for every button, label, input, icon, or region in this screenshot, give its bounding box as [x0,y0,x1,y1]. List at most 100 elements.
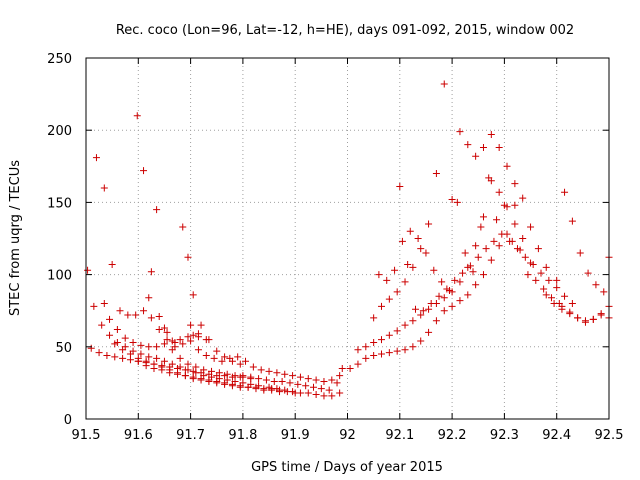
data-point [448,196,456,204]
data-point [474,253,482,261]
data-point [184,333,192,341]
series-sat-f [92,154,202,348]
data-point [477,223,485,231]
data-point [453,198,461,206]
data-point [542,263,550,271]
x-tick-label: 91.8 [228,428,257,443]
data-point [482,245,490,253]
data-point [498,230,506,238]
data-point [448,302,456,310]
data-point [184,253,192,261]
data-point [354,346,362,354]
data-point [174,370,182,378]
data-point [547,294,555,302]
data-point [255,375,263,383]
data-point [430,266,438,274]
data-point [132,311,140,319]
data-point [160,324,168,332]
data-point [411,305,419,313]
data-point [218,357,226,365]
data-point [187,337,195,345]
data-point [296,373,304,381]
series-sat-p [396,183,576,315]
series-sat-j [239,364,346,394]
data-point [435,292,443,300]
data-point [281,370,289,378]
data-point [534,245,542,253]
data-point [417,337,425,345]
data-point [328,392,336,400]
data-point [377,302,385,310]
data-point [205,377,213,385]
data-point [176,354,184,362]
data-point [584,269,592,277]
data-point [472,281,480,289]
data-point [242,357,250,365]
data-point [561,188,569,196]
data-point [600,288,608,296]
data-point [391,266,399,274]
data-point [568,299,576,307]
x-tick-label: 91.6 [124,428,153,443]
data-point [221,353,229,361]
data-point [456,297,464,305]
data-point [338,364,346,372]
data-point [456,278,464,286]
data-point [158,366,166,374]
data-point [550,299,558,307]
data-point [540,285,548,293]
data-point [133,112,141,120]
data-points-layer [84,80,613,400]
data-point [200,366,208,374]
data-point [495,188,503,196]
data-point [100,184,108,192]
data-point [472,242,480,250]
data-point [270,377,278,385]
data-point [495,242,503,250]
data-point [187,321,195,329]
data-point [111,340,119,348]
data-point [396,183,404,191]
data-point [377,350,385,358]
data-point [490,237,498,245]
grid-layer [86,58,609,419]
data-point [459,269,467,277]
x-tick-label: 92.2 [438,428,467,443]
data-point [506,237,514,245]
x-tick-label: 92 [339,428,356,443]
data-point [163,328,171,336]
data-point [393,347,401,355]
data-point [336,389,344,397]
data-point [432,317,440,325]
data-point [106,331,114,339]
data-point [184,360,192,368]
data-point [231,372,239,380]
data-point [150,364,158,372]
data-point [422,249,430,257]
data-point [553,276,561,284]
data-point [205,336,213,344]
data-point [440,294,448,302]
data-point [208,367,216,375]
x-tick-label: 91.5 [72,428,101,443]
data-point [247,373,255,381]
data-point [425,220,433,228]
chart-title: Rec. coco (Lon=96, Lat=-12, h=HE), days … [116,23,574,38]
data-point [419,307,427,315]
data-point [383,276,391,284]
data-point [513,245,521,253]
data-point [385,331,393,339]
data-point [336,372,344,380]
data-point [108,260,116,268]
data-point [325,386,333,394]
data-point [511,201,519,209]
data-point [375,271,383,279]
data-point [404,260,412,268]
data-point [401,278,409,286]
data-point [312,390,320,398]
data-point [176,363,184,371]
data-point [278,377,286,385]
data-point [438,278,446,286]
data-point [493,216,501,224]
